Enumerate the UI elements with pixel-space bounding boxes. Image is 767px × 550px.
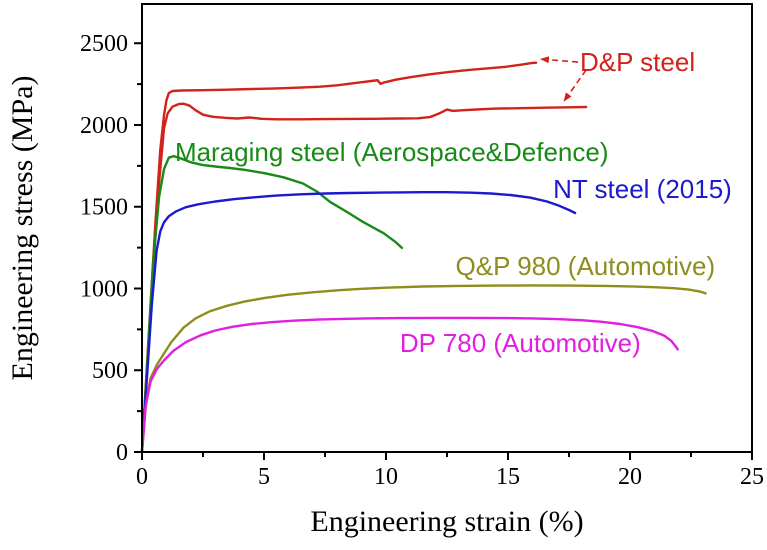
d-p-steel-upper-curve-curve bbox=[140, 61, 538, 454]
y-tick-label: 1000 bbox=[80, 276, 128, 302]
plot-border bbox=[141, 3, 753, 453]
arrow-to-upper-curve bbox=[539, 56, 579, 64]
y-tick-label: 0 bbox=[116, 440, 128, 466]
x-tick-label: 25 bbox=[740, 464, 764, 490]
x-axis-title: Engineering strain (%) bbox=[310, 505, 583, 538]
nt-steel-label: NT steel (2015) bbox=[553, 174, 732, 204]
dp-780-automotive-curve bbox=[140, 316, 679, 454]
arrow-to-lower-curve bbox=[563, 69, 587, 102]
y-tick-label: 500 bbox=[92, 358, 128, 384]
dp-780-label: DP 780 (Automotive) bbox=[400, 328, 641, 358]
y-tick-label: 1500 bbox=[80, 195, 128, 221]
x-tick-label: 10 bbox=[374, 464, 398, 490]
data-curves bbox=[140, 61, 707, 454]
nt-steel-2015-curve bbox=[140, 190, 577, 454]
y-tick-label: 2500 bbox=[80, 31, 128, 57]
q-p-980-automotive-curve bbox=[140, 284, 707, 454]
dp-steel-label: D&P steel bbox=[580, 47, 695, 77]
x-tick-label: 5 bbox=[258, 464, 270, 490]
y-axis-title: Engineering stress (MPa) bbox=[6, 76, 39, 381]
curve-annotations: D&P steel Maraging steel (Aerospace&Defen… bbox=[175, 47, 732, 358]
axis-ticks: 0 5 10 15 20 25 0 500 1000 1500 2000 2500 bbox=[80, 31, 764, 490]
y-tick-label: 2000 bbox=[80, 113, 128, 139]
x-tick-label: 0 bbox=[136, 464, 148, 490]
maraging-steel-label: Maraging steel (Aerospace&Defence) bbox=[175, 137, 609, 167]
x-tick-label: 15 bbox=[496, 464, 520, 490]
maraging-steel-aerospace-defence-curve bbox=[140, 154, 404, 454]
d-p-steel-lower-curve-curve bbox=[140, 102, 588, 454]
qp-980-label: Q&P 980 (Automotive) bbox=[456, 251, 716, 281]
x-tick-label: 20 bbox=[618, 464, 642, 490]
